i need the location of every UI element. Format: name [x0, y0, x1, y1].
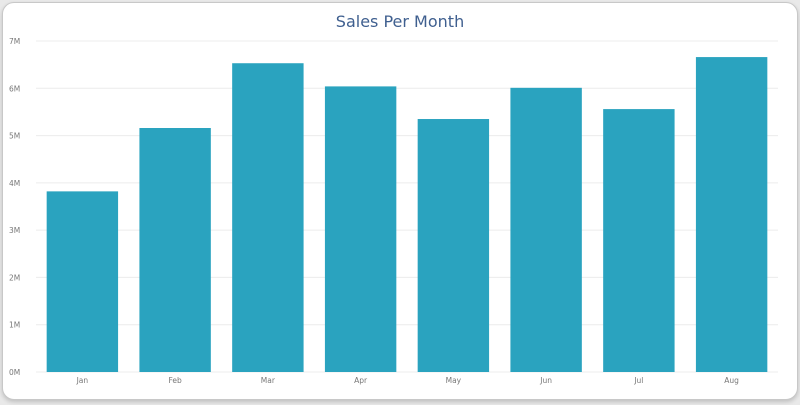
x-tick-label: Jun — [539, 376, 552, 385]
bars — [46, 57, 768, 373]
x-tick-label: Jul — [633, 376, 643, 385]
bar-jan[interactable] — [46, 191, 119, 372]
bar-jun[interactable] — [510, 87, 582, 372]
y-tick-label: 6M — [9, 84, 20, 93]
y-tick-label: 3M — [9, 226, 20, 235]
bar-chart: 0M 1M 2M 3M 4M 5M 6M 7M Jan Feb Mar Apr May Jun Jul Au… — [9, 37, 778, 385]
y-tick-label: 4M — [9, 179, 20, 188]
bar-jul[interactable] — [603, 109, 675, 372]
y-tick-label: 5M — [9, 132, 20, 141]
x-tick-label: Mar — [261, 376, 276, 385]
chart-title: Sales Per Month — [335, 12, 465, 31]
bar-apr[interactable] — [324, 86, 397, 372]
x-tick-label: May — [446, 376, 462, 385]
y-axis-ticks: 0M 1M 2M 3M 4M 5M 6M 7M — [9, 37, 20, 377]
bar-may[interactable] — [417, 119, 490, 373]
bar-aug[interactable] — [695, 57, 768, 372]
x-tick-label: Apr — [354, 376, 368, 385]
x-axis-ticks: Jan Feb Mar Apr May Jun Jul Aug — [76, 376, 740, 385]
y-tick-label: 7M — [9, 37, 20, 46]
y-tick-label: 2M — [9, 273, 20, 282]
chart-card: Sales Per Month 0M 1M 2M 3M 4M 5M 6M 7M Jan Feb M… — [2, 2, 798, 400]
y-tick-label: 1M — [9, 321, 20, 330]
x-tick-label: Jan — [76, 376, 89, 385]
bar-mar[interactable] — [232, 63, 304, 373]
x-tick-label: Feb — [168, 376, 182, 385]
y-tick-label: 0M — [9, 368, 20, 377]
x-tick-label: Aug — [724, 376, 739, 385]
bar-feb[interactable] — [139, 128, 211, 372]
